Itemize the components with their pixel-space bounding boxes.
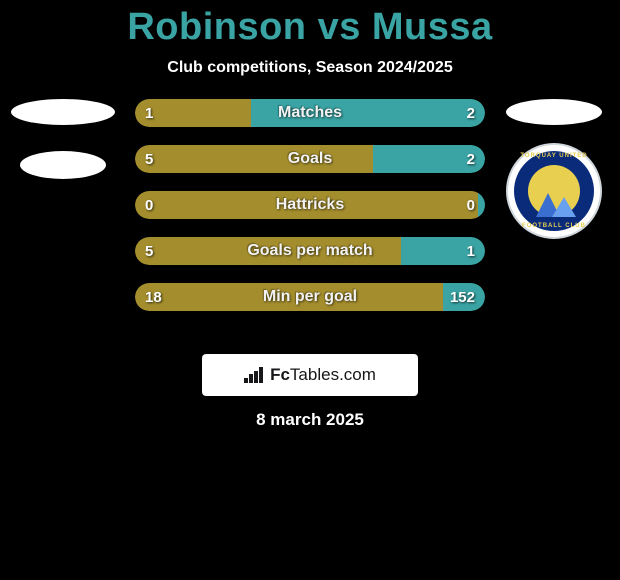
bar-left-value: 5 bbox=[145, 237, 191, 265]
root: Robinson vs Mussa Club competitions, Sea… bbox=[0, 0, 620, 580]
brand-text: FcTables.com bbox=[270, 365, 376, 385]
stat-bar: Hattricks00 bbox=[135, 191, 485, 219]
badge-text-bottom: FOOTBALL CLUB bbox=[508, 223, 600, 229]
bar-right-value: 0 bbox=[429, 191, 475, 219]
bar-chart-icon bbox=[244, 367, 264, 383]
bar-left-value: 5 bbox=[145, 145, 191, 173]
page-title: Robinson vs Mussa bbox=[0, 0, 620, 49]
bar-right-value: 1 bbox=[429, 237, 475, 265]
brand-prefix: Fc bbox=[270, 365, 290, 384]
bar-right-value: 2 bbox=[429, 99, 475, 127]
brand-rest: Tables.com bbox=[290, 365, 376, 384]
footer-date: 8 march 2025 bbox=[0, 410, 620, 430]
left-team-placeholder bbox=[11, 99, 115, 125]
bar-left-value: 1 bbox=[145, 99, 191, 127]
left-team-col bbox=[8, 99, 118, 179]
stat-bar: Goals52 bbox=[135, 145, 485, 173]
brand-badge: FcTables.com bbox=[202, 354, 418, 396]
bar-right-value: 2 bbox=[429, 145, 475, 173]
badge-text-top: TORQUAY UNITED bbox=[508, 153, 600, 159]
stat-bar: Min per goal18152 bbox=[135, 283, 485, 311]
page-subtitle: Club competitions, Season 2024/2025 bbox=[0, 59, 620, 77]
stat-bar: Goals per match51 bbox=[135, 237, 485, 265]
bar-right-value: 152 bbox=[429, 283, 475, 311]
bar-left-value: 0 bbox=[145, 191, 191, 219]
stat-bar: Matches12 bbox=[135, 99, 485, 127]
right-team-placeholder bbox=[506, 99, 602, 125]
left-team-placeholder bbox=[20, 151, 106, 179]
comparison-row: Matches12Goals52Hattricks00Goals per mat… bbox=[0, 99, 620, 329]
badge-mountains-icon bbox=[536, 189, 576, 217]
stat-bars: Matches12Goals52Hattricks00Goals per mat… bbox=[135, 99, 485, 311]
bar-left-value: 18 bbox=[145, 283, 191, 311]
right-team-col: TORQUAY UNITED FOOTBALL CLUB bbox=[504, 99, 604, 239]
club-badge: TORQUAY UNITED FOOTBALL CLUB bbox=[506, 143, 602, 239]
